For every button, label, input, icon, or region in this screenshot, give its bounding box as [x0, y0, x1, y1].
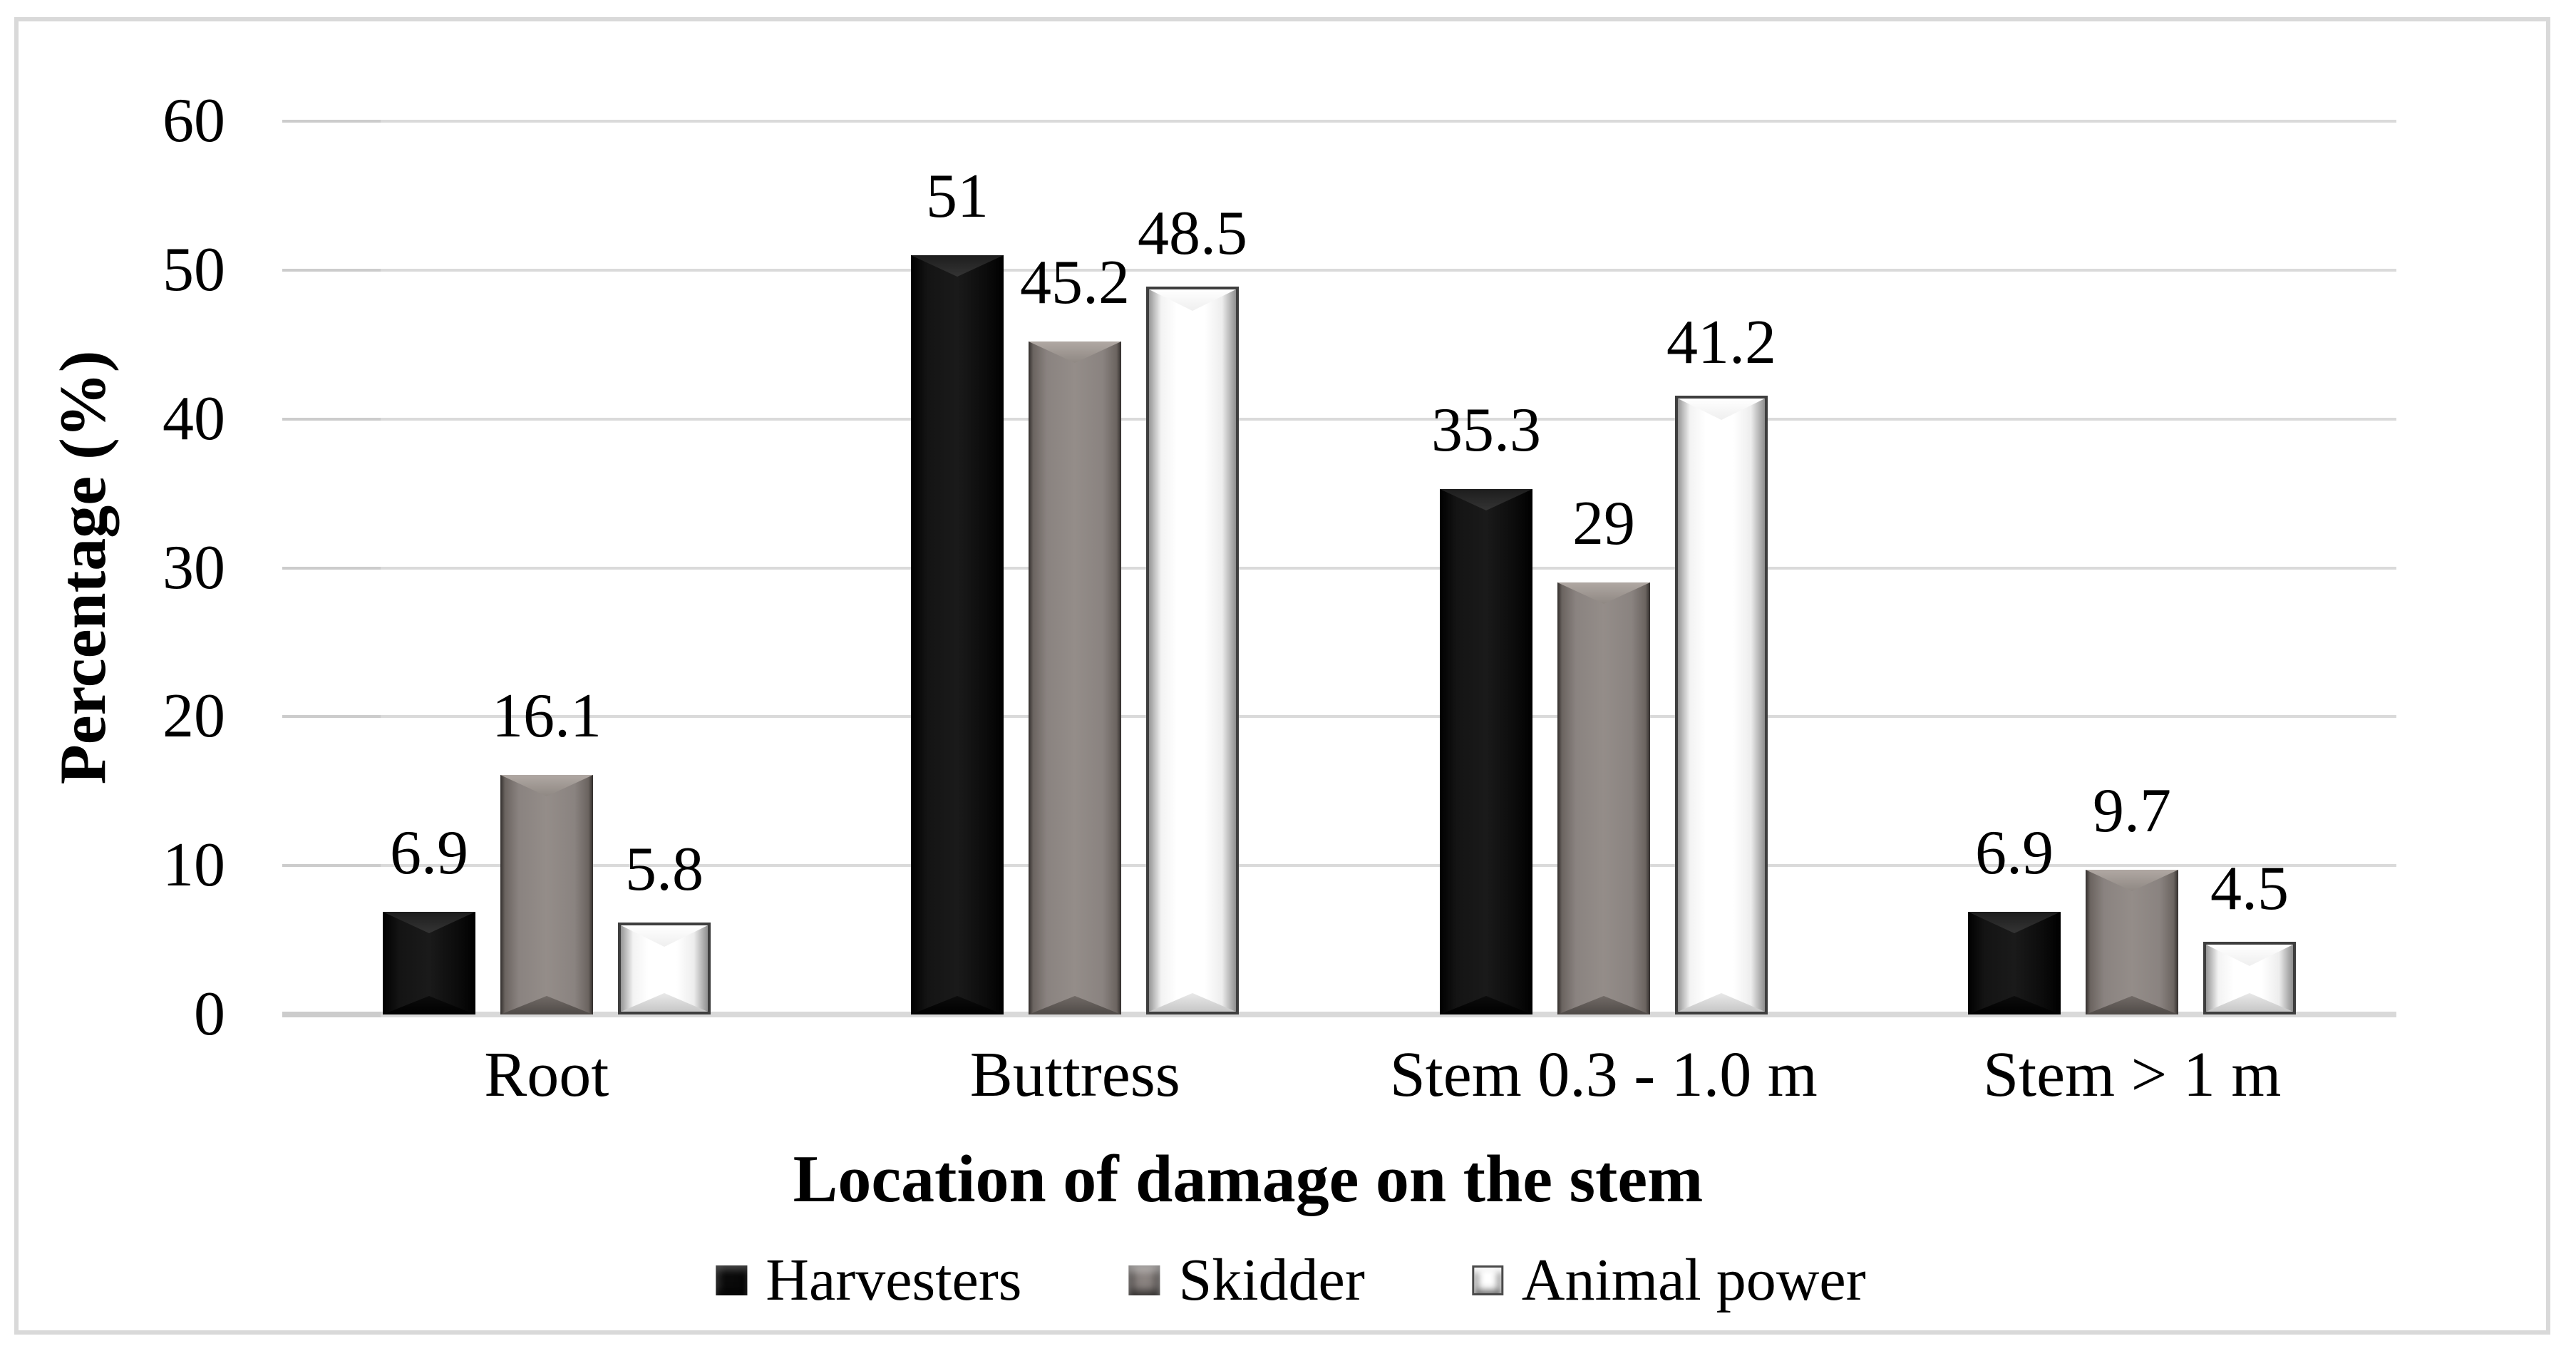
gridline-50: [282, 268, 2396, 272]
bar-skidder-stem-1-m: [2086, 870, 2178, 1014]
legend-label-skidder: Skidder: [1178, 1247, 1365, 1313]
y-axis-tick: [282, 120, 381, 123]
legend-item-skidder: Skidder: [1128, 1246, 1365, 1315]
legend: Harvesters Skidder Animal power: [716, 1246, 1866, 1315]
gridline-30: [282, 566, 2396, 570]
plot-area: 6.9 16.1 5.8 51 45.2 48.5 35.3 29 41.2 6.9 9.7 4.5: [282, 120, 2396, 1017]
category-label-root: Root: [484, 1039, 609, 1110]
bar-skidder-root: [500, 775, 593, 1014]
bar-harvesters-root: [383, 912, 475, 1014]
legend-marker-skidder-icon: [1128, 1265, 1160, 1295]
data-label-harvesters-stem-0-3-1-0-m: 35.3: [1431, 396, 1541, 465]
legend-label-harvesters: Harvesters: [766, 1247, 1022, 1313]
data-label-animal-power-root: 5.8: [625, 835, 704, 904]
x-axis-title: Location of damage on the stem: [793, 1142, 1704, 1216]
bar-animal-power-root: [618, 923, 711, 1014]
y-axis-tick: [282, 417, 381, 421]
bar-harvesters-stem-1-m: [1968, 912, 2061, 1014]
bar-animal-power-stem-1-m: [2203, 942, 2296, 1014]
gridline-20: [282, 715, 2396, 719]
data-label-animal-power-stem-0-3-1-0-m: 41.2: [1666, 308, 1776, 377]
y-tick-label-0: 0: [194, 980, 225, 1049]
bar-animal-power-buttress: [1146, 287, 1239, 1014]
data-label-harvesters-root: 6.9: [390, 818, 468, 888]
category-label-stem-1-m: Stem > 1 m: [1983, 1039, 2282, 1110]
y-tick-label-50: 50: [163, 235, 225, 304]
data-label-skidder-stem-0-3-1-0-m: 29: [1572, 489, 1635, 558]
y-tick-label-40: 40: [163, 384, 225, 453]
bar-animal-power-stem-0-3-1-0-m: [1675, 396, 1768, 1014]
y-axis-tick: [282, 268, 381, 272]
bar-skidder-stem-0-3-1-0-m: [1557, 582, 1650, 1014]
legend-marker-animal-power-icon: [1471, 1265, 1503, 1295]
category-label-stem-0-3-1-0-m: Stem 0.3 - 1.0 m: [1389, 1039, 1818, 1110]
bar-harvesters-buttress: [911, 255, 1004, 1014]
data-label-harvesters-buttress: 51: [926, 162, 989, 231]
data-label-skidder-buttress: 45.2: [1020, 248, 1130, 317]
y-axis-tick: [282, 864, 381, 868]
legend-item-animal-power: Animal power: [1471, 1246, 1866, 1315]
y-axis-tick: [282, 566, 381, 570]
category-label-buttress: Buttress: [969, 1039, 1180, 1110]
y-axis-tick: [282, 715, 381, 719]
data-label-skidder-stem-1-m: 9.7: [2093, 776, 2171, 846]
data-label-harvesters-stem-1-m: 6.9: [1975, 818, 2054, 888]
data-label-animal-power-stem-1-m: 4.5: [2210, 854, 2289, 923]
y-tick-label-10: 10: [163, 831, 225, 900]
legend-label-animal-power: Animal power: [1521, 1247, 1866, 1313]
y-tick-label-30: 30: [163, 533, 225, 602]
bar-harvesters-stem-0-3-1-0-m: [1440, 489, 1532, 1014]
y-tick-label-60: 60: [163, 86, 225, 155]
bar-skidder-buttress: [1029, 341, 1121, 1014]
legend-marker-harvesters-icon: [716, 1265, 748, 1295]
y-axis-tick: [282, 1012, 381, 1017]
legend-item-harvesters: Harvesters: [716, 1246, 1021, 1315]
gridline-40: [282, 417, 2396, 421]
chart-frame: Percentage (%) 0 10 20 30 40 50 60 6.9 16.1 5.8 5…: [14, 17, 2550, 1335]
gridline-10: [282, 864, 2396, 868]
x-axis-line: [282, 1012, 2396, 1017]
y-tick-label-20: 20: [163, 682, 225, 751]
gridline-60: [282, 120, 2396, 123]
data-label-animal-power-buttress: 48.5: [1138, 199, 1247, 268]
data-label-skidder-root: 16.1: [492, 682, 602, 751]
